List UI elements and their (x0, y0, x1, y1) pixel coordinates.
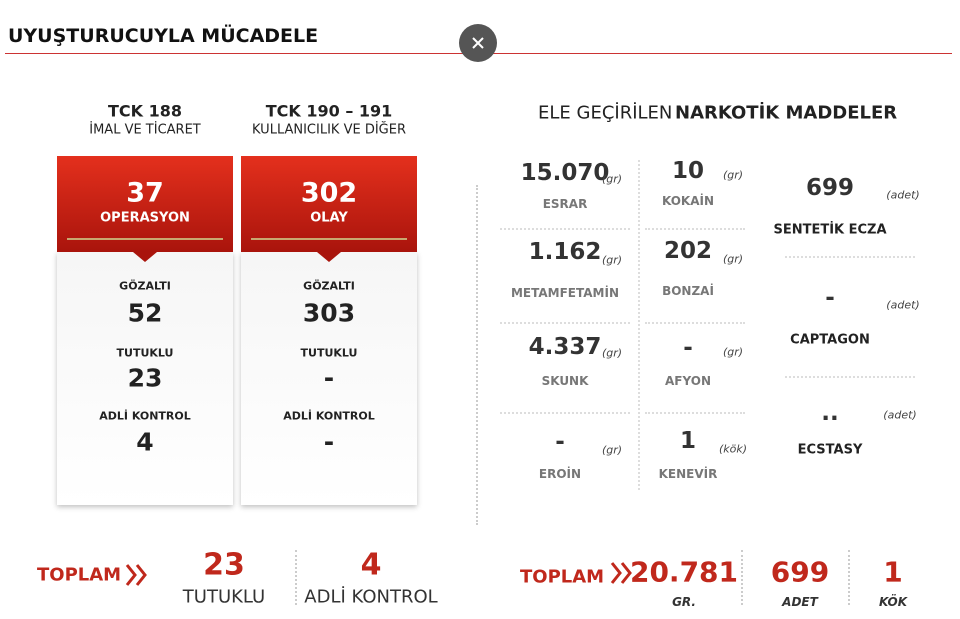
total-value: 1 (883, 555, 903, 589)
stat-label: GÖZALTI (303, 279, 355, 293)
grid-separator (645, 228, 745, 230)
separator (741, 550, 743, 605)
item-value: .. (821, 400, 839, 426)
item-unit: (kök) (718, 442, 748, 456)
column-title: TCK 188 (107, 101, 183, 121)
total-label: TOPLAM (37, 564, 122, 586)
chevron (610, 562, 632, 584)
box-rule (67, 238, 223, 240)
stat-label: TUTUKLU (300, 346, 358, 360)
box-rule (251, 238, 407, 240)
column-subtitle: KULLANICILIK VE DİĞER (252, 122, 406, 138)
item-value: 202 (663, 238, 713, 264)
grid-separator (500, 228, 630, 230)
item-name: ESRAR (542, 197, 588, 211)
item-unit: (adet) (886, 298, 920, 312)
page-title: UYUŞTURUCUYLA MÜCADELE (8, 25, 319, 47)
stat-label: ADLİ KONTROL (99, 409, 191, 423)
item-value: 1.162 (528, 239, 602, 265)
item-unit: (gr) (601, 172, 623, 186)
item-name: METAMFETAMİN (510, 286, 620, 300)
item-unit: (adet) (886, 188, 920, 202)
total-caption: TUTUKLU (182, 586, 266, 608)
item-unit: (gr) (722, 252, 744, 266)
item-name: KENEVİR (658, 467, 718, 481)
divider (476, 185, 478, 525)
stat-value: 52 (127, 298, 163, 328)
item-value: - (555, 429, 565, 455)
item-value: 4.337 (528, 334, 602, 360)
item-value: 1 (679, 428, 697, 454)
item-name: ECSTASY (797, 442, 863, 458)
item-unit: (gr) (722, 345, 744, 359)
total-value: 20.781 (629, 555, 739, 589)
total-caption: ADLİ KONTROL (304, 586, 438, 608)
item-unit: (gr) (601, 346, 623, 360)
stat-label: GÖZALTI (119, 279, 171, 293)
item-name: KOKAİN (661, 194, 715, 208)
count-value: 37 (126, 177, 164, 209)
grid-separator (638, 160, 640, 490)
grid-separator (645, 322, 745, 324)
stat-value: - (323, 427, 335, 457)
grid-separator (500, 322, 630, 324)
item-name: CAPTAGON (790, 332, 870, 348)
column-subtitle: İMAL VE TİCARET (89, 122, 201, 138)
count-box (57, 156, 233, 252)
stat-value: 4 (136, 427, 154, 457)
total-value: 23 (203, 547, 245, 583)
item-name: BONZAİ (662, 284, 714, 298)
separator (848, 550, 850, 605)
total-value: 4 (360, 547, 382, 583)
item-value: 15.070 (520, 160, 610, 186)
item-name: SENTETİK ECZA (773, 222, 887, 238)
close-button[interactable] (459, 24, 499, 64)
grid-separator (785, 256, 915, 258)
separator (295, 550, 297, 605)
panel (57, 252, 233, 505)
total-caption: KÖK (878, 595, 908, 609)
total-label: TOPLAM (520, 566, 605, 588)
section-title: ELE GEÇİRİLEN (538, 102, 673, 124)
stat-value: 23 (127, 363, 163, 393)
total-caption: GR. (672, 595, 696, 609)
box-pointer (317, 252, 341, 262)
grid-separator (785, 376, 915, 378)
item-name: EROİN (538, 467, 582, 481)
count-label: OPERASYON (100, 210, 190, 226)
count-label: OLAY (310, 210, 348, 226)
item-unit: (gr) (601, 443, 623, 457)
total-caption: ADET (782, 595, 818, 609)
stat-value: - (323, 363, 335, 393)
grid-separator (645, 412, 745, 414)
item-value: - (825, 285, 835, 311)
total-value: 699 (770, 555, 830, 589)
column-title: TCK 190 – 191 (265, 101, 393, 121)
section-title-bold: NARKOTİK MADDELER (675, 102, 898, 124)
item-value: - (683, 335, 693, 361)
count-value: 302 (300, 177, 358, 209)
item-unit: (gr) (722, 168, 744, 182)
panel (241, 252, 417, 505)
stat-label: TUTUKLU (116, 346, 174, 360)
grid-separator (500, 412, 630, 414)
item-value: 699 (805, 175, 855, 201)
box-pointer (133, 252, 157, 262)
stat-label: ADLİ KONTROL (283, 409, 375, 423)
item-name: AFYON (665, 374, 711, 388)
item-unit: (adet) (883, 408, 917, 422)
chevron (125, 564, 147, 586)
count-box (241, 156, 417, 252)
item-unit: (gr) (601, 253, 623, 267)
item-name: SKUNK (541, 374, 589, 388)
item-value: 10 (671, 158, 705, 184)
stat-value: 303 (302, 298, 356, 328)
